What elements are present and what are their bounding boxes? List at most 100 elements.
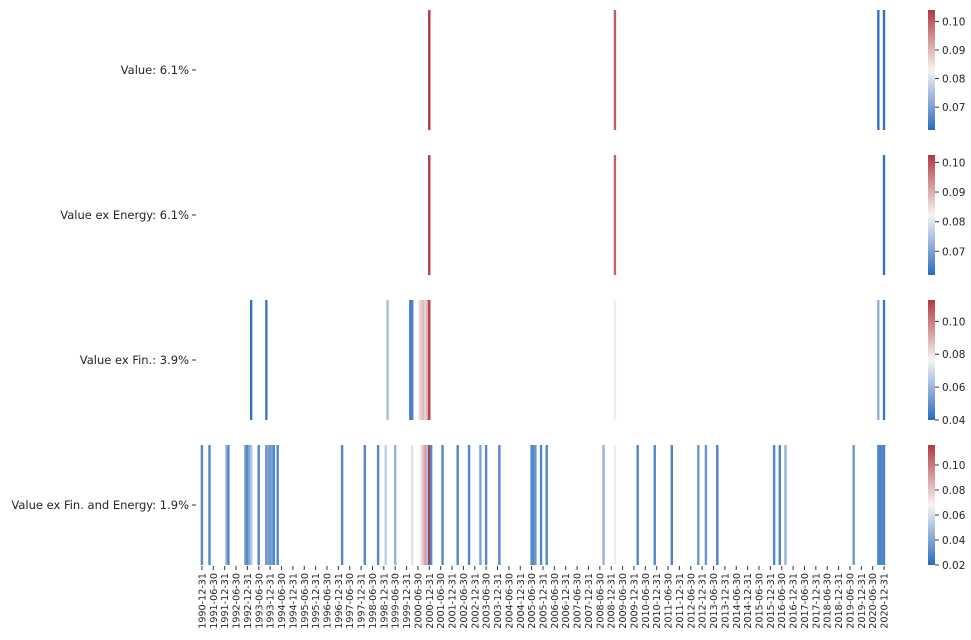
x-tick-label: 2020-06-30 [868,573,879,629]
heatmap-cell [225,445,228,565]
colorbar-tick-label: 0.06 [942,510,966,522]
colorbar-3: 0.04 0.06 0.08 0.10 [928,300,966,427]
heatmap-row-3: Value ex Fin.: 3.9% [80,300,886,420]
colorbar-bar [928,10,935,130]
heatmap-cell [257,445,260,565]
colorbar-tick-label: 0.07 [942,102,965,114]
x-tick-label: 2009-12-31 [629,573,640,629]
x-tick-label: 2012-06-30 [686,573,697,629]
x-tick-label: 2019-06-30 [845,573,856,629]
heatmap-cell [208,445,211,565]
heatmap-cell [613,445,617,565]
x-tick-label: 2005-12-31 [539,573,550,629]
heatmap-cell [879,445,882,565]
row-label: Value ex Fin.: 3.9% [80,353,189,367]
heatmap-cell [882,155,886,275]
x-tick-label: 1998-06-30 [368,573,379,629]
x-tick-label: 2001-12-31 [448,573,459,629]
x-tick-label: 1992-06-30 [232,573,243,629]
heatmap-cell [697,445,700,565]
heatmap-row-2: Value ex Energy: 6.1% [60,155,886,275]
x-tick-label: 2002-12-31 [470,573,481,629]
x-tick-label: 1993-06-30 [254,573,265,629]
x-tick-label: 2001-06-30 [436,573,447,629]
heatmap-cell [653,445,656,565]
x-tick-label: 2016-12-31 [789,573,800,629]
x-tick-label: 2004-12-31 [516,573,527,629]
colorbar-4: 0.02 0.04 0.06 0.08 0.10 [928,445,966,572]
heatmap-cell [420,445,423,565]
heatmap-cell [246,445,249,565]
x-tick-label: 1990-12-31 [197,573,208,629]
colorbar-1: 0.07 0.08 0.09 0.10 [928,10,965,130]
colorbar-bar [928,300,935,420]
x-tick-label: 1994-12-31 [288,573,299,629]
heatmap-cell [265,445,268,565]
x-tick-label: 2002-06-30 [459,573,470,629]
x-tick-label: 2008-06-30 [595,573,606,629]
x-tick-label: 1999-12-31 [402,573,413,629]
x-tick-label: 2011-06-30 [664,573,675,629]
x-tick-label: 2016-06-30 [777,573,788,629]
x-tick-label: 2013-06-30 [709,573,720,629]
x-tick-label: 2009-06-30 [618,573,629,629]
heatmap-cell [670,445,673,565]
heatmap-cell [428,155,431,275]
heatmap-cell [852,445,855,565]
x-tick-label: 2018-12-31 [834,573,845,629]
heatmap-cell [272,445,276,565]
heatmap-cell [265,300,268,420]
colorbar-tick-label: 0.08 [942,74,965,86]
row-label: Value ex Energy: 6.1% [60,208,189,222]
heatmap-cell [772,445,776,565]
heatmap-cell [276,445,279,565]
heatmap-cell [422,300,425,420]
heatmap-cell [227,445,230,565]
heatmap-cell [882,300,886,420]
heatmap-cell [424,445,427,565]
colorbar-tick-label: 0.04 [942,535,966,547]
colorbar-tick-label: 0.10 [942,460,965,472]
x-tick-label: 2005-06-30 [527,573,538,629]
colorbar-tick-label: 0.08 [942,485,965,497]
heatmap-cell [248,445,251,565]
x-tick-label: 1996-12-31 [334,573,345,629]
heatmap-cell [602,445,605,565]
heatmap-cell [877,10,880,130]
heatmap-cell [532,445,535,565]
colorbar-tick-label: 0.04 [942,415,966,427]
heatmap-cell [613,10,617,130]
heatmap-cell [200,445,204,565]
x-tick-label: 2014-12-31 [743,573,754,629]
heatmap-cell [479,445,482,565]
colorbar-tick-label: 0.10 [942,16,965,28]
heatmap-cell [270,445,274,565]
heatmap-row-1: Value: 6.1% [121,10,886,130]
x-tick-label: 2013-12-31 [720,573,731,629]
colorbar-bar [928,155,935,275]
x-tick-label: 1996-06-30 [323,573,334,629]
x-tick-label: 2006-12-31 [561,573,572,629]
heatmap-cell [244,445,247,565]
heatmap-cell [613,155,617,275]
x-tick-label: 2017-06-30 [800,573,811,629]
colorbar-tick-label: 0.08 [942,349,965,361]
x-tick-label: 2010-12-31 [652,573,663,629]
x-tick-label: 1991-12-31 [220,573,231,629]
heatmap-cell [249,300,253,420]
heatmap-cell [534,445,537,565]
heatmap-cell [340,445,344,565]
heatmap-cell [877,300,880,420]
heatmap-cell [484,445,488,565]
x-axis: 1990-12-31 1991-06-30 1991-12-31 1992-06-30… [197,566,891,629]
x-tick-label: 2006-06-30 [550,573,561,629]
x-tick-label: 2003-12-31 [493,573,504,629]
colorbar-bar [928,445,935,565]
row-label: Value ex Fin. and Energy: 1.9% [11,498,189,512]
x-tick-label: 2000-12-31 [425,573,436,629]
heatmap-cell [420,300,423,420]
x-tick-label: 2004-06-30 [504,573,515,629]
x-tick-label: 1997-12-31 [357,573,368,629]
colorbar-tick-label: 0.09 [942,187,965,199]
x-tick-label: 1993-12-31 [266,573,277,629]
